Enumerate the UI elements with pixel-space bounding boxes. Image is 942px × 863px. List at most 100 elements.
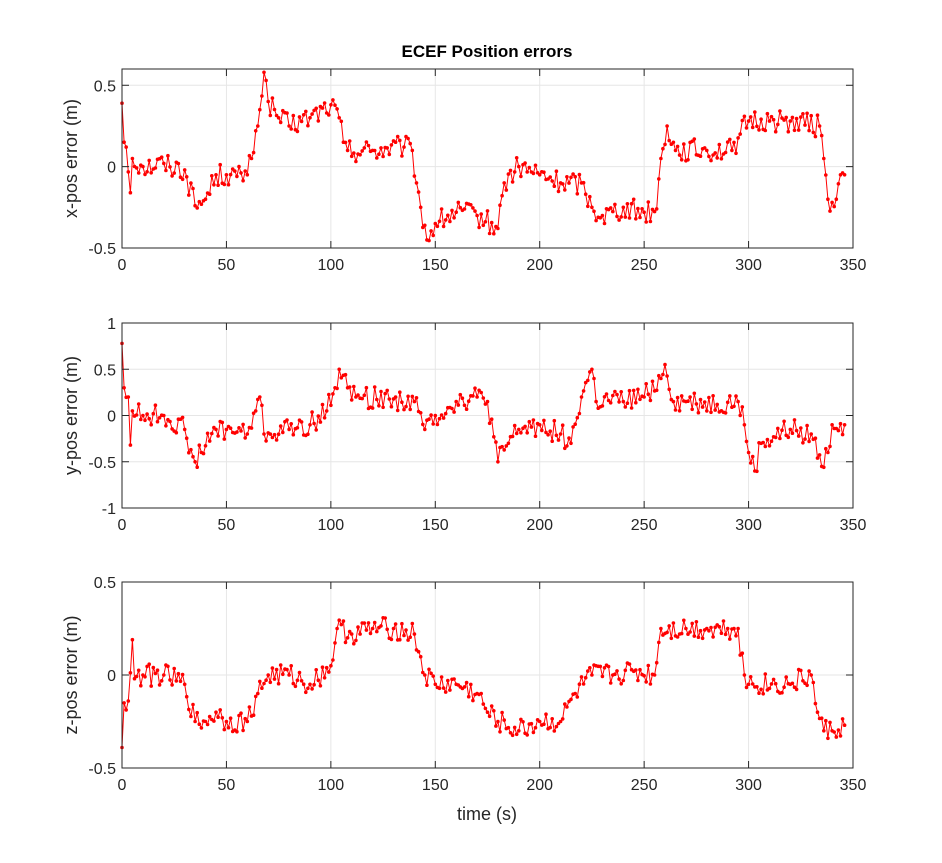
data-point [452,677,456,681]
data-point [308,116,312,120]
data-point [398,138,402,143]
data-point [498,730,502,734]
y-tick-label: -0.5 [88,761,116,778]
data-point [395,134,400,139]
data-point [711,635,715,639]
data-point [665,630,669,635]
data-point [771,677,776,682]
data-point [690,621,694,626]
data-point [454,399,459,404]
y-axis-label: x-pos error (m) [61,99,81,218]
data-point [170,174,174,178]
data-point [433,221,438,226]
data-point [295,678,300,683]
data-point [306,432,310,437]
data-point [542,418,546,423]
data-point [132,676,137,681]
data-point [510,434,515,439]
data-point [460,396,465,401]
data-point [750,682,755,686]
data-point [500,710,504,715]
data-point [268,432,273,436]
data-point [253,409,258,413]
data-point [452,410,456,414]
data-point [149,422,153,427]
data-point [274,438,279,442]
data-point [750,125,755,130]
data-point [755,124,759,129]
y-tick-label: -0.5 [88,241,116,258]
data-point [295,129,300,134]
data-point [187,193,191,197]
data-point [512,423,517,428]
data-point [531,171,536,176]
data-point [147,158,151,163]
data-point [272,432,277,437]
data-point [145,170,149,174]
data-point [548,429,552,434]
data-point [164,424,168,428]
data-point [548,725,552,730]
data-point [381,154,385,159]
series-line [121,72,845,242]
data-point [435,224,440,229]
data-point [621,205,626,210]
data-point [746,119,751,123]
data-point [222,727,227,732]
data-point [667,624,671,628]
data-point [464,680,469,685]
data-point [705,626,709,631]
data-point [164,168,168,173]
data-point [646,392,651,397]
data-point [813,134,818,139]
data-point [548,175,552,179]
data-point [579,395,584,399]
data-point [479,212,484,216]
data-point [416,190,421,194]
data-point [408,407,413,412]
data-point [769,439,774,444]
data-point [634,217,638,221]
data-point [608,401,613,405]
data-point [358,632,362,636]
data-point [220,716,225,720]
data-point [398,390,402,395]
data-point [421,422,425,427]
data-point [813,436,818,441]
data-point [260,403,264,408]
data-point [796,128,801,132]
data-point [433,413,438,418]
data-point [489,417,494,422]
data-point [692,137,697,141]
data-point [337,618,342,622]
data-point [339,376,344,380]
data-point [659,376,663,381]
data-point [224,719,229,724]
data-point [126,395,131,399]
data-point [193,719,197,724]
data-point [189,181,193,185]
data-point [320,665,325,669]
data-point [318,420,323,424]
data-point [671,399,676,404]
data-point [471,206,475,210]
data-point [702,400,707,404]
data-point [287,673,291,677]
data-point [786,435,791,440]
data-point [272,677,277,681]
data-point [383,391,388,396]
data-point [450,406,454,411]
data-point [510,733,515,738]
data-point [771,117,776,122]
data-point [251,411,256,416]
data-point [479,691,484,696]
data-point [527,165,532,170]
data-point [270,666,275,670]
data-point [746,682,751,687]
data-point [193,203,197,208]
data-point [153,166,158,170]
data-point [159,155,164,159]
data-point [387,397,392,401]
data-point [826,197,830,201]
data-point [195,465,199,470]
